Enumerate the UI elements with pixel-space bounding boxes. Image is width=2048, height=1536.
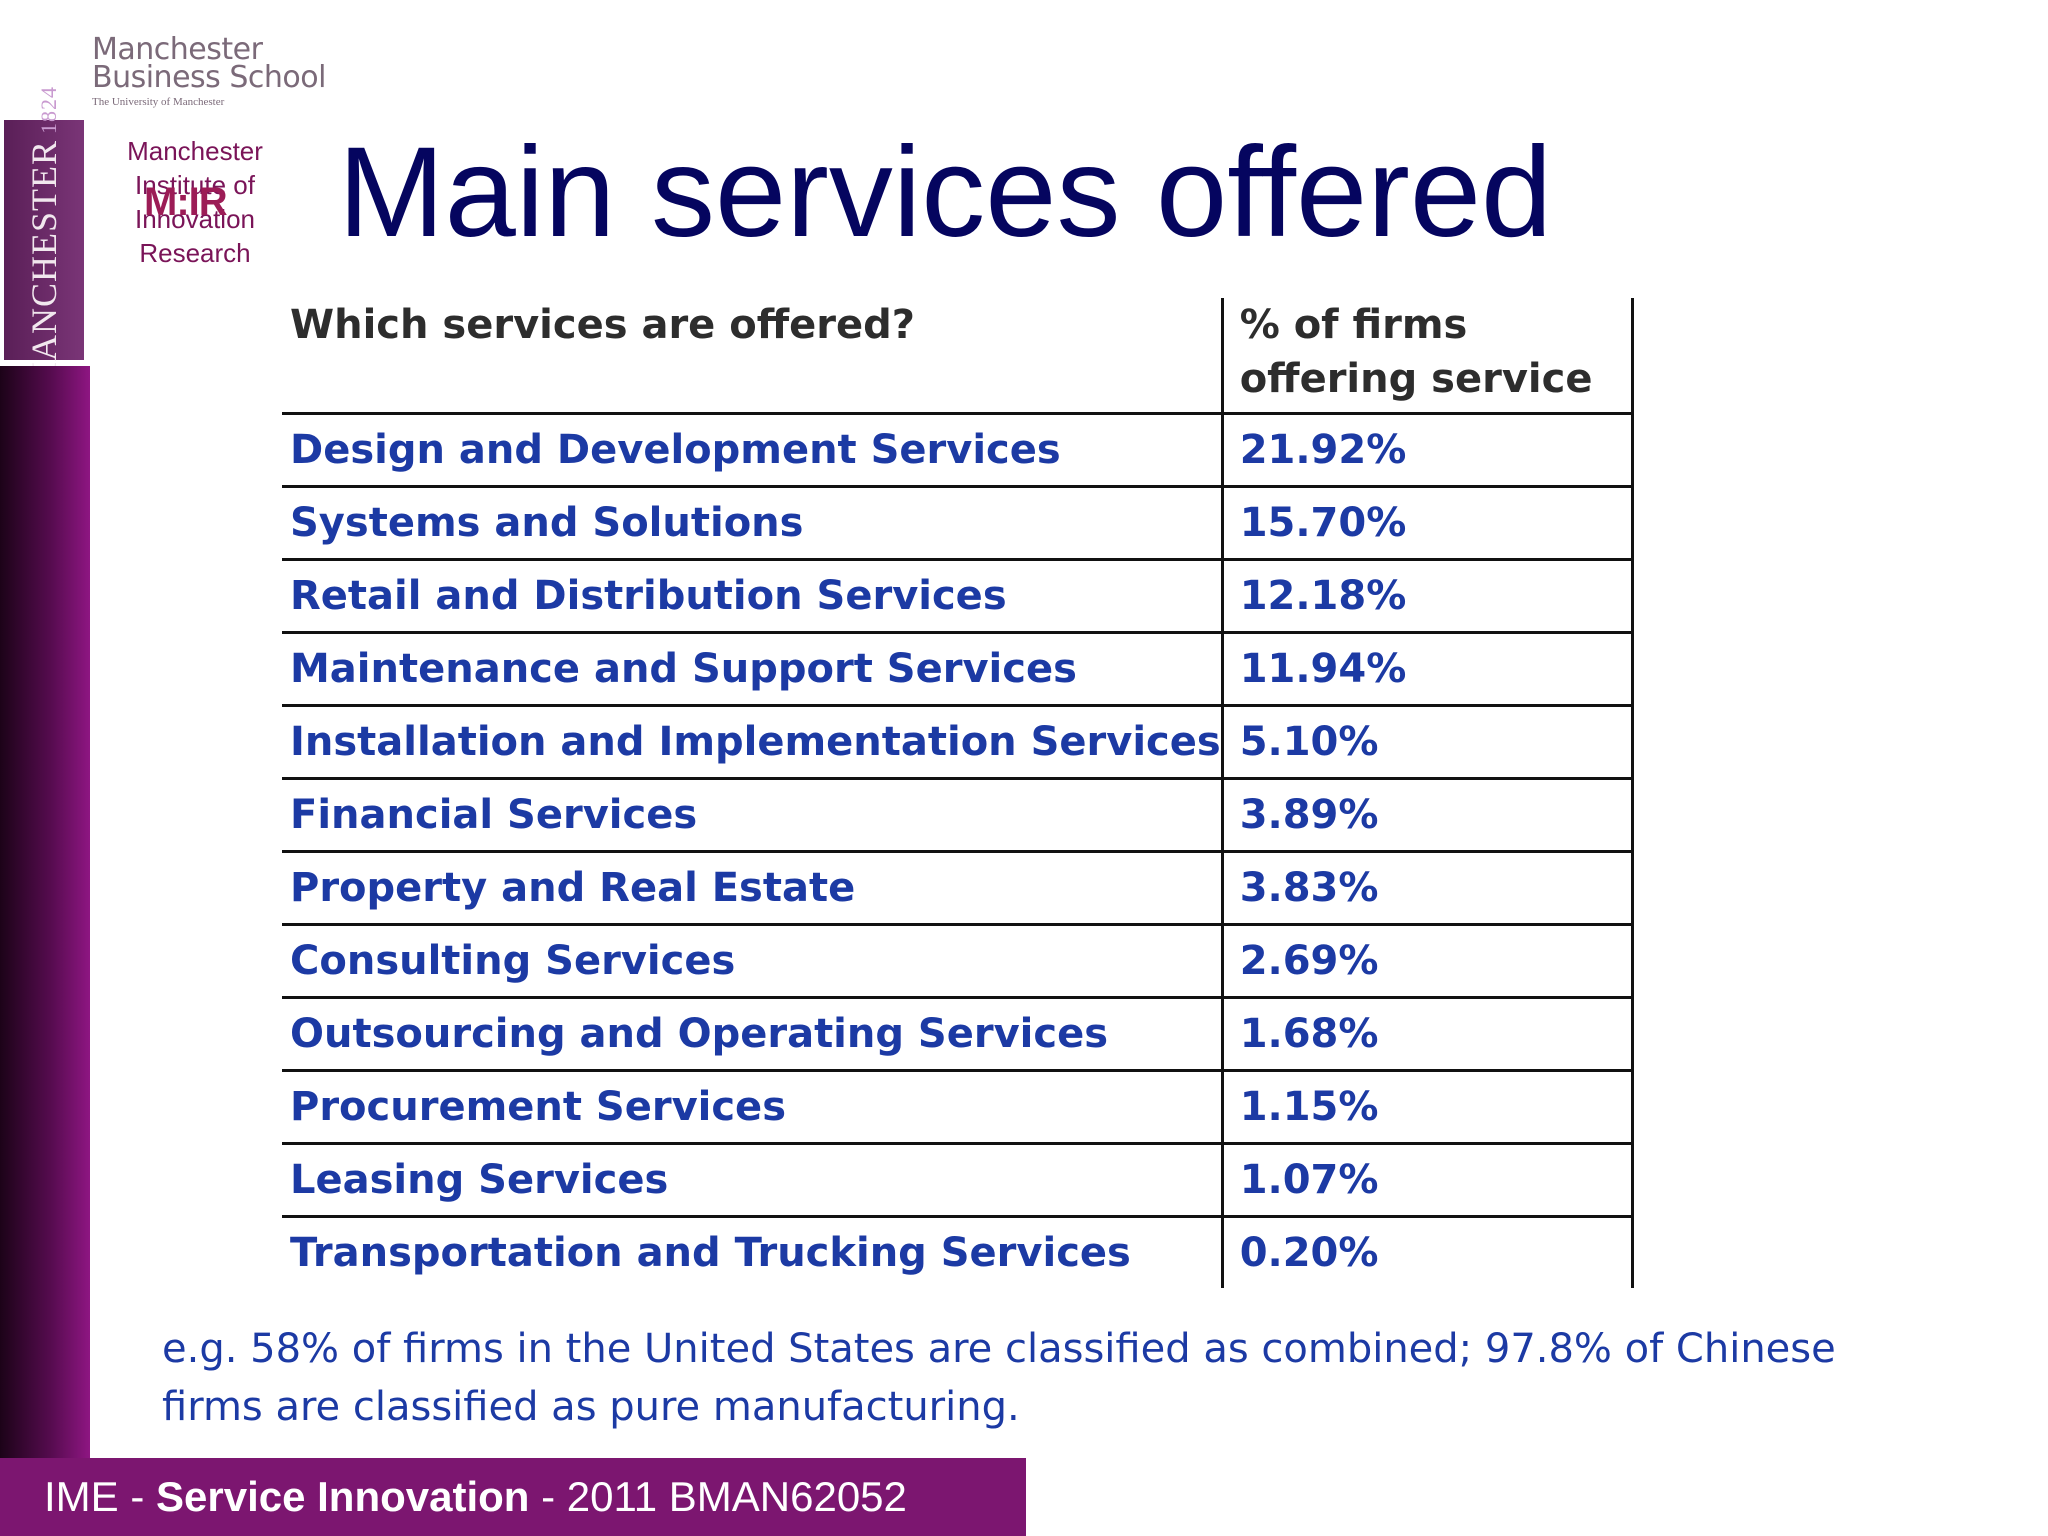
percent-cell: 15.70% — [1220, 486, 1635, 561]
percent-cell: 1.07% — [1220, 1143, 1635, 1218]
logo-line: Manchester — [92, 32, 263, 67]
page-title: Main services offered — [338, 121, 1553, 264]
service-cell: Property and Real Estate — [282, 851, 1223, 926]
percent-cell: 12.18% — [1220, 559, 1635, 634]
percent-cell: 3.89% — [1220, 778, 1635, 853]
table-row: Procurement Services 1.15% — [282, 1070, 1635, 1145]
note-line: firms are classified as pure manufacturi… — [162, 1384, 1020, 1430]
service-cell: Design and Development Services — [282, 413, 1223, 488]
sidebar-decoration — [0, 366, 90, 1466]
footer-bar: IME - Service Innovation - 2011 BMAN6205… — [0, 1458, 1026, 1536]
crest-year: 1824 — [36, 85, 61, 134]
service-cell: Consulting Services — [282, 924, 1223, 999]
services-table: Which services are offered? % of firms o… — [282, 298, 1635, 1288]
institute-line: Manchester — [127, 136, 263, 166]
percent-cell: 2.69% — [1220, 924, 1635, 999]
footer-prefix: IME — [44, 1473, 119, 1520]
column-header-percent: % of firms offering service — [1220, 298, 1635, 415]
institute-line: Innovation — [135, 204, 255, 234]
logo-line: Business School — [92, 60, 326, 95]
percent-cell: 11.94% — [1220, 632, 1635, 707]
table-row: Transportation and Trucking Services 0.20… — [282, 1216, 1635, 1288]
service-cell: Retail and Distribution Services — [282, 559, 1223, 634]
institute-line: Institute of — [135, 170, 255, 200]
footer-code: 2011 BMAN62052 — [566, 1473, 907, 1520]
table-row: Design and Development Services 21.92% — [282, 413, 1635, 488]
table-header-row: Which services are offered? % of firms o… — [282, 298, 1635, 415]
footer-separator: - — [529, 1473, 567, 1520]
university-crest: MANCHESTER 1824 — [4, 86, 84, 394]
percent-cell: 0.20% — [1220, 1216, 1635, 1288]
institute-name: Manchester Institute of Innovation Resea… — [112, 134, 278, 270]
footer-course: Service Innovation — [156, 1473, 530, 1520]
service-cell: Financial Services — [282, 778, 1223, 853]
service-cell: Installation and Implementation Services — [282, 705, 1223, 780]
business-school-logo: Manchester Business School The Universit… — [92, 32, 326, 109]
institute-line: Research — [139, 238, 251, 268]
table-row: Leasing Services 1.07% — [282, 1143, 1635, 1218]
service-cell: Procurement Services — [282, 1070, 1223, 1145]
service-cell: Systems and Solutions — [282, 486, 1223, 561]
column-header-percent-text: % of firms offering service — [1239, 302, 1593, 402]
footer-separator: - — [118, 1473, 156, 1520]
table-row: Consulting Services 2.69% — [282, 924, 1635, 999]
table-row: Outsourcing and Operating Services 1.68% — [282, 997, 1635, 1072]
table-row: Systems and Solutions 15.70% — [282, 486, 1635, 561]
percent-cell: 1.68% — [1220, 997, 1635, 1072]
column-header-service: Which services are offered? — [282, 298, 1223, 415]
percent-cell: 5.10% — [1220, 705, 1635, 780]
table-row: Financial Services 3.89% — [282, 778, 1635, 853]
percent-cell: 1.15% — [1220, 1070, 1635, 1145]
table-row: Installation and Implementation Services… — [282, 705, 1635, 780]
table-row: Maintenance and Support Services 11.94% — [282, 632, 1635, 707]
table-row: Retail and Distribution Services 12.18% — [282, 559, 1635, 634]
service-cell: Transportation and Trucking Services — [290, 1230, 1131, 1276]
institute-logo: M:IR — [144, 180, 228, 224]
percent-cell: 3.83% — [1220, 851, 1635, 926]
example-note: e.g. 58% of firms in the United States a… — [162, 1320, 1962, 1436]
percent-cell: 21.92% — [1220, 413, 1635, 488]
note-line: e.g. 58% of firms in the United States a… — [162, 1326, 1836, 1372]
crest-name: MANCHESTER — [24, 139, 64, 395]
service-cell: Outsourcing and Operating Services — [282, 997, 1223, 1072]
table-row: Property and Real Estate 3.83% — [282, 851, 1635, 926]
service-cell: Leasing Services — [282, 1143, 1223, 1218]
logo-subline: The University of Manchester — [92, 96, 225, 108]
service-cell: Maintenance and Support Services — [282, 632, 1223, 707]
